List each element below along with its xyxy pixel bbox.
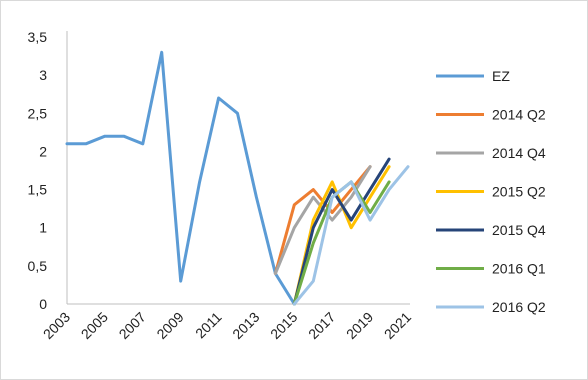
x-tick-label: 2011: [192, 309, 225, 342]
x-tick-labels: 2003 2005 2007 2009 2011 2013 2015 2017 2019 2021: [40, 309, 414, 342]
y-tick-labels: 0 0,5 1 1,5 2 2,5 3 3,5: [28, 29, 48, 312]
y-tick-label: 1,5: [28, 182, 48, 198]
legend-label-2015-q4: 2015 Q4: [492, 222, 546, 238]
series-line-2015-q2: [292, 165, 391, 306]
y-tick-label: 2,5: [28, 105, 48, 121]
series-line-2016-q2: [292, 165, 410, 306]
series-line-2015-q4: [292, 157, 391, 306]
y-tick-label: 1: [39, 220, 47, 236]
x-tick-label: 2021: [381, 309, 414, 342]
legend-label-2016-q2: 2016 Q2: [492, 299, 546, 315]
y-tick-label: 3: [39, 67, 47, 83]
legend-label-2014-q2: 2014 Q2: [492, 107, 546, 123]
series-line-ez: [65, 50, 296, 306]
x-tick-label: 2019: [343, 309, 376, 342]
x-tick-label: 2005: [78, 309, 111, 342]
x-tick-label: 2015: [267, 309, 300, 342]
legend-label-2016-q1: 2016 Q1: [492, 261, 546, 277]
legend: EZ 2014 Q2 2014 Q4 2015 Q2 2015 Q4 2016 Q1 201…: [436, 68, 546, 315]
axes: [66, 31, 410, 305]
y-tick-label: 0: [39, 296, 47, 312]
series-lines: [65, 50, 410, 306]
x-tick-label: 2007: [116, 309, 149, 342]
legend-label-2014-q4: 2014 Q4: [492, 145, 546, 161]
y-tick-label: 3,5: [28, 29, 48, 45]
y-tick-label: 2: [39, 143, 47, 159]
x-tick-label: 2017: [305, 309, 338, 342]
x-tick-label: 2003: [40, 309, 73, 342]
legend-label-ez: EZ: [492, 68, 510, 84]
x-tick-label: 2009: [153, 309, 186, 342]
x-tick-label: 2013: [229, 309, 262, 342]
legend-label-2015-q2: 2015 Q2: [492, 184, 546, 200]
y-tick-label: 0,5: [28, 258, 48, 274]
